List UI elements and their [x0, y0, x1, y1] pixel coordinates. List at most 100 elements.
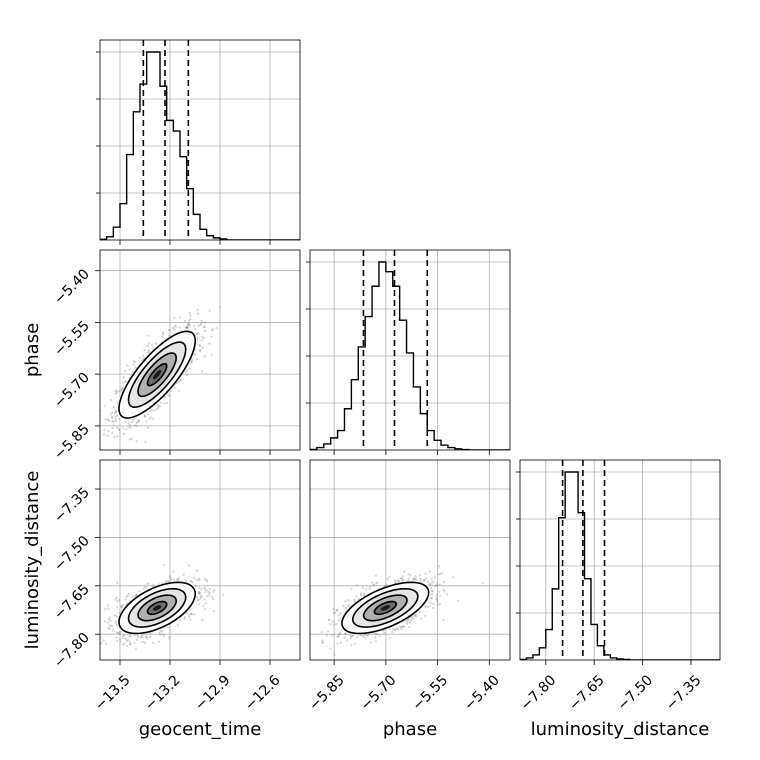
- scatter-point: [344, 600, 347, 603]
- scatter-point: [138, 356, 141, 359]
- scatter-point: [135, 593, 138, 596]
- scatter-point: [197, 591, 200, 594]
- scatter-point: [424, 605, 427, 608]
- scatter-point: [189, 361, 192, 364]
- scatter-point: [188, 615, 191, 618]
- scatter-point: [187, 564, 190, 567]
- scatter-point: [177, 576, 180, 580]
- histogram-step-luminosity_distance: [520, 471, 720, 660]
- scatter-point: [151, 409, 154, 412]
- scatter-point: [109, 413, 112, 416]
- scatter-point: [167, 626, 170, 629]
- scatter-point: [111, 431, 114, 434]
- scatter-point: [400, 626, 403, 629]
- scatter-point: [414, 614, 417, 618]
- scatter-point: [145, 586, 148, 589]
- scatter-point: [157, 406, 160, 410]
- contour-3: [118, 330, 197, 419]
- scatter-point: [173, 324, 177, 327]
- scatter-point: [430, 582, 433, 585]
- scatter-point: [320, 631, 323, 634]
- y-tick-label: −7.65: [51, 581, 93, 623]
- scatter-point: [190, 613, 193, 616]
- scatter-point: [436, 603, 439, 606]
- scatter-point: [131, 595, 135, 598]
- scatter-point: [210, 353, 213, 356]
- scatter-point: [388, 575, 391, 579]
- scatter-point: [166, 393, 169, 396]
- scatter-point: [182, 573, 185, 576]
- scatter-point: [119, 630, 122, 633]
- scatter-point: [204, 321, 207, 324]
- panel-background: [310, 250, 510, 450]
- scatter-point: [198, 344, 201, 347]
- scatter-point: [394, 579, 397, 582]
- scatter-point: [398, 625, 401, 629]
- contour-0: [373, 600, 397, 616]
- scatter-point: [185, 370, 188, 373]
- scatter-point: [188, 367, 192, 370]
- scatter-point: [413, 577, 416, 580]
- scatter-point: [135, 424, 138, 427]
- scatter-point: [427, 605, 430, 609]
- scatter-point: [90, 648, 92, 650]
- scatter-point: [391, 628, 394, 631]
- scatter-point: [115, 640, 118, 643]
- scatter-point: [121, 381, 124, 384]
- x-tick-label: −5.70: [358, 672, 400, 714]
- scatter-point: [116, 600, 119, 603]
- scatter-point: [135, 594, 138, 597]
- scatter-point: [194, 328, 197, 331]
- scatter-panel-luminosity_distance-vs-phase: [309, 459, 511, 661]
- scatter-point: [350, 644, 353, 647]
- scatter-point: [321, 641, 325, 644]
- scatter-point: [124, 421, 127, 424]
- scatter-point: [372, 584, 375, 587]
- scatter-point: [198, 591, 201, 594]
- scatter-point: [402, 578, 405, 581]
- scatter-point: [210, 335, 213, 338]
- scatter-point: [174, 387, 177, 390]
- histogram-step-phase: [310, 261, 510, 450]
- scatter-point: [148, 417, 151, 421]
- scatter-point: [112, 628, 115, 631]
- scatter-point: [133, 424, 136, 427]
- scatter-point: [198, 593, 202, 596]
- scatter-point: [360, 592, 363, 595]
- scatter-point: [146, 413, 149, 416]
- scatter-point: [140, 635, 143, 639]
- scatter-point: [204, 602, 207, 605]
- scatter-point: [403, 570, 406, 573]
- scatter-point: [168, 394, 171, 397]
- scatter-point: [173, 316, 176, 319]
- panel-background: [520, 460, 720, 660]
- scatter-point: [200, 588, 203, 591]
- scatter-point: [199, 597, 202, 600]
- scatter-point: [147, 342, 150, 345]
- scatter-point: [191, 581, 194, 584]
- scatter-point: [196, 312, 200, 315]
- scatter-point: [367, 634, 370, 638]
- scatter-point: [151, 585, 154, 588]
- scatter-point: [409, 574, 412, 577]
- panel-border: [519, 459, 721, 661]
- scatter-point: [332, 623, 335, 627]
- scatter-point: [452, 576, 455, 579]
- scatter-point: [321, 639, 324, 642]
- scatter-point: [193, 353, 196, 356]
- scatter-point: [327, 618, 330, 621]
- y-tick-label: −5.85: [51, 421, 93, 463]
- scatter-point: [149, 632, 152, 635]
- scatter-point: [170, 578, 173, 581]
- scatter-point: [198, 591, 201, 595]
- scatter-point: [125, 639, 128, 643]
- scatter-point: [136, 634, 139, 637]
- scatter-point: [156, 404, 159, 407]
- scatter-point: [426, 580, 430, 583]
- scatter-point: [127, 426, 130, 429]
- scatter-point: [141, 640, 144, 644]
- scatter-point: [142, 588, 145, 591]
- scatter-point: [446, 593, 449, 596]
- contour-2: [127, 341, 187, 409]
- scatter-point: [365, 634, 368, 637]
